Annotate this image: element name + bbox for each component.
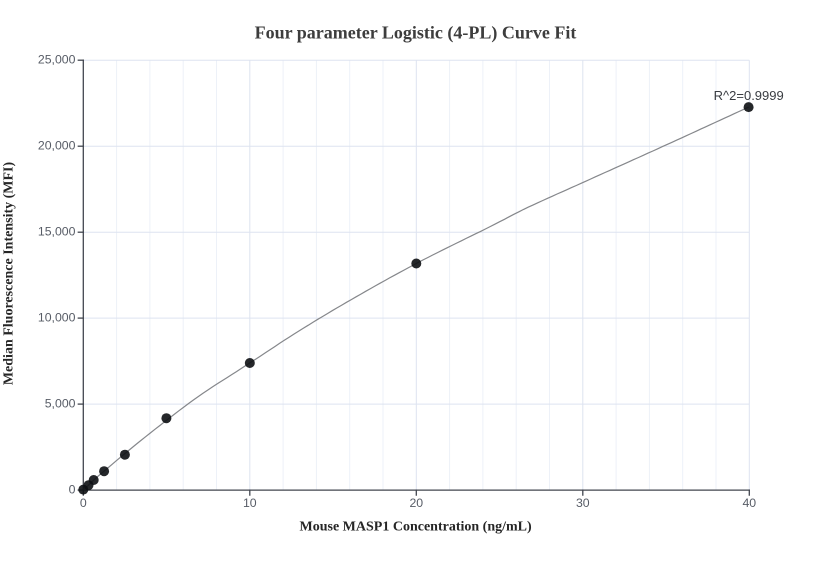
svg-text:Four parameter Logistic (4-PL): Four parameter Logistic (4-PL) Curve Fit: [255, 23, 577, 44]
svg-text:20,000: 20,000: [38, 138, 76, 152]
svg-text:Median Fluorescence Intensity: Median Fluorescence Intensity (MFI): [2, 162, 17, 386]
svg-text:Mouse MASP1 Concentration (ng/: Mouse MASP1 Concentration (ng/mL): [300, 520, 532, 535]
svg-text:10,000: 10,000: [38, 310, 76, 324]
svg-text:5,000: 5,000: [45, 396, 76, 410]
svg-text:R^2=0.9999: R^2=0.9999: [714, 88, 784, 103]
svg-text:10: 10: [243, 496, 257, 510]
svg-text:30: 30: [576, 496, 590, 510]
svg-text:25,000: 25,000: [38, 52, 76, 66]
svg-text:15,000: 15,000: [38, 224, 76, 238]
svg-text:20: 20: [409, 496, 423, 510]
svg-text:0: 0: [69, 482, 76, 496]
svg-text:0: 0: [80, 496, 87, 510]
svg-text:40: 40: [742, 496, 756, 510]
